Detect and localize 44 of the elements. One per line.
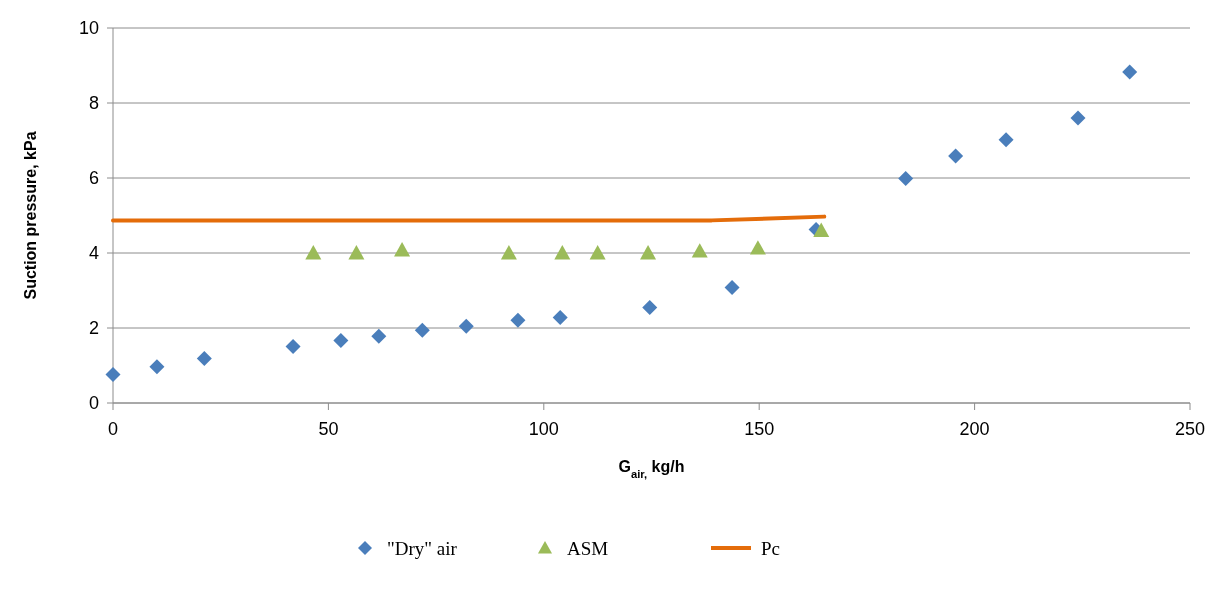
y-tick-label: 8 bbox=[88, 93, 99, 114]
point bbox=[1070, 110, 1086, 126]
legend-label: Pc bbox=[761, 537, 780, 559]
y-tick-label: 2 bbox=[88, 318, 99, 339]
point bbox=[371, 328, 387, 344]
x-tick-label: 200 bbox=[959, 419, 990, 439]
point bbox=[305, 245, 322, 260]
point bbox=[510, 312, 526, 328]
x-tick-label: 100 bbox=[528, 419, 559, 439]
x-tick-label: 150 bbox=[744, 419, 775, 439]
point bbox=[640, 245, 657, 260]
point bbox=[898, 170, 914, 186]
point bbox=[196, 350, 212, 366]
point bbox=[1122, 64, 1138, 80]
x-axis-title: G$_{air,}$ kg/h bbox=[618, 458, 685, 480]
point bbox=[554, 245, 571, 260]
x-tick-label: 250 bbox=[1174, 419, 1206, 439]
point bbox=[394, 242, 411, 257]
y-tick-label: 6 bbox=[88, 168, 99, 189]
y-tick-label: 0 bbox=[88, 393, 99, 414]
point bbox=[500, 245, 517, 260]
point bbox=[589, 245, 606, 260]
point bbox=[998, 132, 1014, 148]
y-axis-title: Suction pressure, kPa bbox=[22, 131, 39, 300]
point bbox=[414, 322, 430, 338]
point bbox=[813, 222, 830, 237]
point bbox=[691, 243, 708, 258]
legend-label: "Dry" air bbox=[387, 537, 458, 559]
point bbox=[333, 332, 349, 348]
legend-label: ASM bbox=[567, 537, 609, 559]
point bbox=[149, 359, 165, 375]
x-tick-label: 50 bbox=[318, 419, 339, 439]
point bbox=[642, 299, 658, 315]
point bbox=[285, 338, 301, 354]
y-tick-label: 4 bbox=[88, 243, 99, 264]
point bbox=[105, 367, 121, 382]
point bbox=[348, 245, 365, 260]
point bbox=[552, 310, 568, 325]
point bbox=[948, 148, 964, 164]
point bbox=[724, 280, 740, 295]
x-tick-label: 0 bbox=[107, 419, 119, 439]
y-tick-label: 10 bbox=[78, 18, 99, 39]
point bbox=[458, 318, 474, 334]
point bbox=[749, 240, 766, 255]
